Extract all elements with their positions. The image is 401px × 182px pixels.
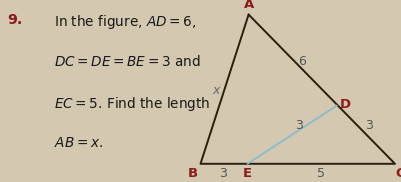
Text: In the figure, $AD = 6$,: In the figure, $AD = 6$, (54, 13, 196, 31)
Text: 5: 5 (317, 167, 325, 180)
Text: 3: 3 (295, 119, 303, 132)
Text: 6: 6 (298, 55, 306, 68)
Text: A: A (243, 0, 254, 11)
Text: 9.: 9. (7, 13, 22, 27)
Text: E: E (243, 167, 252, 180)
Text: D: D (340, 98, 351, 111)
Text: C: C (395, 167, 401, 180)
Text: $AB = x$.: $AB = x$. (54, 136, 103, 150)
Text: 3: 3 (365, 119, 373, 132)
Text: B: B (188, 167, 198, 180)
Text: 3: 3 (219, 167, 227, 180)
Text: x: x (212, 84, 219, 97)
Text: $EC = 5$. Find the length: $EC = 5$. Find the length (54, 95, 211, 113)
Text: $DC = DE = BE = 3$ and: $DC = DE = BE = 3$ and (54, 54, 201, 69)
